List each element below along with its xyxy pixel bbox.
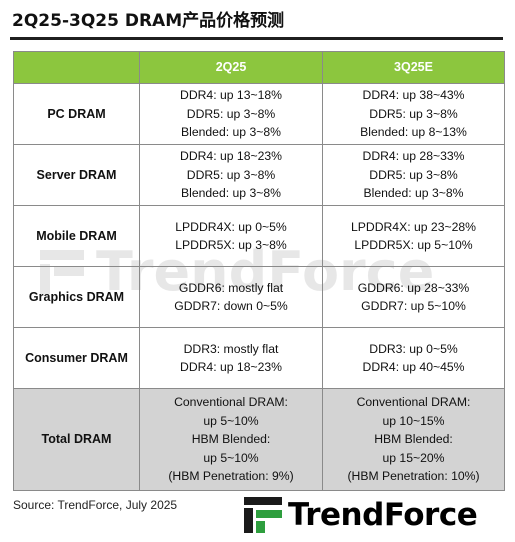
value-line: GDDR7: down 0~5% bbox=[174, 299, 288, 313]
value-line: HBM Blended: bbox=[374, 432, 453, 447]
value-cell-2q25: DDR4: up 13~18% DDR5: up 3~8% Blended: u… bbox=[139, 83, 323, 145]
table-row: Consumer DRAM DDR3: mostly flat DDR4: up… bbox=[13, 327, 505, 389]
title-underline bbox=[10, 37, 503, 40]
value-line: Blended: up 8~13% bbox=[360, 125, 467, 140]
value-line: LPDDR5X: up 3~8% bbox=[175, 238, 287, 252]
value-line: DDR4: up 18~23% bbox=[180, 360, 282, 374]
logo-text: TrendForce bbox=[288, 497, 478, 533]
value-line: up 10~15% bbox=[382, 413, 445, 428]
category-cell: Server DRAM bbox=[13, 144, 140, 206]
value-line: DDR4: up 13~18% bbox=[180, 88, 282, 103]
value-line: up 5~10% bbox=[203, 450, 259, 465]
value-line: DDR5: up 3~8% bbox=[369, 106, 458, 121]
value-line: DDR4: up 18~23% bbox=[180, 149, 282, 164]
table-header-row: 2Q25 3Q25E bbox=[13, 51, 505, 84]
value-line: (HBM Penetration: 9%) bbox=[168, 469, 294, 484]
table-row: PC DRAM DDR4: up 13~18% DDR5: up 3~8% Bl… bbox=[13, 83, 505, 145]
header-2q25: 2Q25 bbox=[139, 51, 323, 84]
price-forecast-table: 2Q25 3Q25E PC DRAM DDR4: up 13~18% DDR5:… bbox=[13, 51, 505, 491]
value-line: Blended: up 3~8% bbox=[181, 186, 281, 201]
value-line: DDR4: up 40~45% bbox=[362, 360, 465, 374]
category-cell: Total DRAM bbox=[13, 388, 140, 491]
value-line: GDDR6: up 28~33% bbox=[357, 280, 470, 295]
trendforce-logo: TrendForce bbox=[244, 497, 478, 533]
value-line: DDR5: up 3~8% bbox=[186, 167, 276, 182]
trendforce-logo-icon bbox=[244, 497, 282, 533]
value-cell-3q25e: DDR4: up 38~43% DDR5: up 3~8% Blended: u… bbox=[322, 83, 505, 145]
value-line: Conventional DRAM: bbox=[356, 395, 471, 410]
value-cell-3q25e: DDR3: up 0~5% DDR4: up 40~45% bbox=[322, 327, 505, 389]
source-note: Source: TrendForce, July 2025 bbox=[13, 498, 178, 512]
value-cell-2q25: DDR3: mostly flat DDR4: up 18~23% bbox=[139, 327, 323, 389]
value-line: LPDDR5X: up 5~10% bbox=[354, 238, 473, 252]
value-cell-3q25e: Conventional DRAM: up 10~15% HBM Blended… bbox=[322, 388, 505, 491]
value-line: DDR3: mostly flat bbox=[183, 341, 279, 356]
page-title: 2Q25-3Q25 DRAM产品价格预测 bbox=[12, 11, 285, 31]
value-cell-2q25: DDR4: up 18~23% DDR5: up 3~8% Blended: u… bbox=[139, 144, 323, 206]
value-cell-3q25e: GDDR6: up 28~33% GDDR7: up 5~10% bbox=[322, 266, 505, 328]
value-line: LPDDR4X: up 0~5% bbox=[175, 219, 287, 234]
value-line: up 15~20% bbox=[382, 450, 445, 465]
value-line: DDR5: up 3~8% bbox=[369, 167, 458, 182]
header-3q25e: 3Q25E bbox=[322, 51, 505, 84]
value-line: DDR5: up 3~8% bbox=[186, 106, 276, 121]
table-row-total: Total DRAM Conventional DRAM: up 5~10% H… bbox=[13, 388, 505, 491]
value-line: Blended: up 3~8% bbox=[363, 186, 464, 201]
table-row: Graphics DRAM GDDR6: mostly flat GDDR7: … bbox=[13, 266, 505, 328]
table-row: Mobile DRAM LPDDR4X: up 0~5% LPDDR5X: up… bbox=[13, 205, 505, 267]
value-cell-2q25: LPDDR4X: up 0~5% LPDDR5X: up 3~8% bbox=[139, 205, 323, 267]
category-cell: Consumer DRAM bbox=[13, 327, 140, 389]
value-line: Conventional DRAM: bbox=[174, 395, 288, 410]
value-line: LPDDR4X: up 23~28% bbox=[351, 219, 476, 234]
value-cell-2q25: Conventional DRAM: up 5~10% HBM Blended:… bbox=[139, 388, 323, 491]
value-cell-3q25e: LPDDR4X: up 23~28% LPDDR5X: up 5~10% bbox=[322, 205, 505, 267]
category-cell: PC DRAM bbox=[13, 83, 140, 145]
value-line: DDR3: up 0~5% bbox=[369, 341, 458, 356]
category-cell: Graphics DRAM bbox=[13, 266, 140, 328]
table-row: Server DRAM DDR4: up 18~23% DDR5: up 3~8… bbox=[13, 144, 505, 206]
header-blank bbox=[13, 51, 140, 84]
value-line: GDDR7: up 5~10% bbox=[361, 299, 466, 313]
value-line: Blended: up 3~8% bbox=[181, 125, 281, 140]
value-line: (HBM Penetration: 10%) bbox=[347, 469, 480, 484]
value-cell-3q25e: DDR4: up 28~33% DDR5: up 3~8% Blended: u… bbox=[322, 144, 505, 206]
category-cell: Mobile DRAM bbox=[13, 205, 140, 267]
value-line: GDDR6: mostly flat bbox=[178, 280, 284, 295]
value-line: HBM Blended: bbox=[191, 432, 271, 447]
value-line: DDR4: up 38~43% bbox=[362, 88, 465, 103]
value-line: DDR4: up 28~33% bbox=[362, 149, 465, 164]
value-line: up 5~10% bbox=[203, 413, 259, 428]
value-cell-2q25: GDDR6: mostly flat GDDR7: down 0~5% bbox=[139, 266, 323, 328]
